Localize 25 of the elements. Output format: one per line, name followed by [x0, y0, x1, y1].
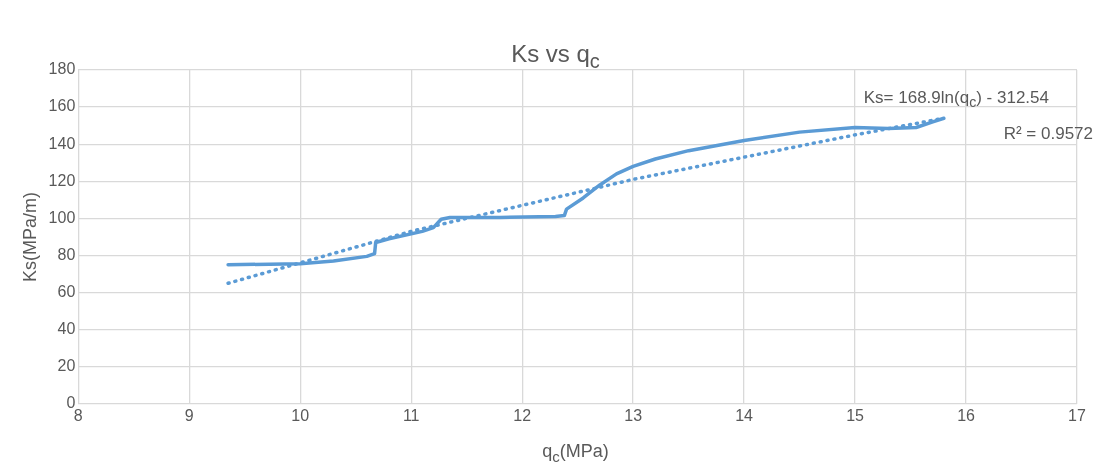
x-tick-label: 17 [1068, 406, 1086, 424]
y-axis-title: Ks(MPa/m) [19, 191, 40, 282]
x-tick-label: 14 [735, 406, 754, 424]
x-tick-label: 11 [402, 406, 420, 424]
y-tick-label: 160 [48, 97, 76, 115]
y-tick-label: 180 [48, 60, 76, 78]
chart-title: Ks vs q$_{c}$ [511, 40, 600, 72]
y-tick-label: 40 [57, 320, 76, 338]
y-tick-label: 140 [48, 134, 76, 152]
annotation: Ks= 168.9ln(q$_{c}$) - 312.54 [863, 88, 1050, 111]
x-tick-label: 9 [184, 406, 194, 424]
x-tick-label: 16 [957, 406, 976, 424]
annotation: R² = 0.9572 [1003, 124, 1094, 144]
x-axis-title: q$_{c}$(MPa) [541, 441, 610, 465]
y-tick-label: 120 [48, 171, 76, 189]
y-tick-label: 60 [57, 282, 76, 300]
x-tick-label: 12 [513, 406, 532, 424]
y-tick-label: 80 [57, 245, 76, 263]
x-tick-label: 8 [73, 406, 83, 424]
y-tick-label: 0 [66, 394, 76, 412]
x-tick-label: 10 [291, 406, 310, 424]
x-tick-label: 15 [846, 406, 865, 424]
x-tick-label: 13 [624, 406, 643, 424]
y-tick-label: 20 [57, 357, 76, 375]
y-tick-label: 100 [48, 208, 76, 226]
